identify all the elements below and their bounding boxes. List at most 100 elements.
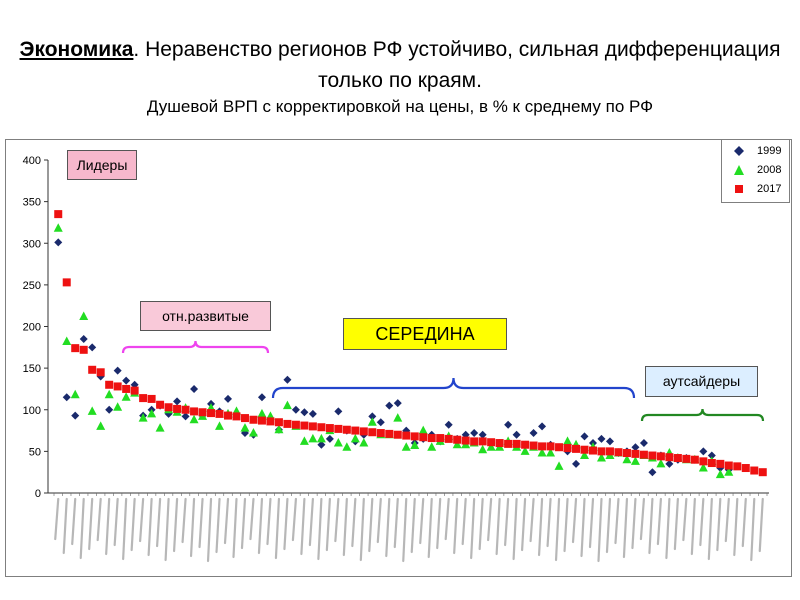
annotation-middle: СЕРЕДИНА (343, 318, 507, 350)
x-category-label (656, 497, 662, 546)
x-category-label (537, 497, 544, 557)
point-2017 (376, 429, 385, 438)
point-2008 (698, 463, 708, 472)
point-2017 (470, 437, 479, 446)
x-category-label (444, 497, 450, 541)
x-category-label (96, 497, 102, 542)
point-2017 (79, 345, 88, 354)
point-2008 (427, 442, 437, 451)
point-2017 (173, 404, 182, 413)
x-category-label (62, 497, 68, 555)
point-2017 (122, 384, 131, 393)
point-1999 (376, 418, 385, 427)
x-category-label (554, 497, 561, 562)
x-category-label (359, 497, 365, 562)
brace-middle (271, 377, 636, 399)
legend-label-2008: 2008 (757, 164, 782, 176)
x-category-label (504, 497, 510, 547)
point-2008 (299, 436, 309, 445)
point-2017 (588, 446, 597, 455)
x-category-label (571, 497, 578, 544)
legend-marker-2017 (735, 185, 743, 193)
legend-item-2017: 2017 (722, 182, 789, 198)
page-subtitle: Душевой ВРП с корректировкой на цены, в … (146, 97, 654, 116)
point-2017 (656, 452, 665, 461)
point-1999 (317, 440, 326, 449)
point-2017 (733, 462, 742, 471)
point-1999 (504, 420, 513, 429)
point-1999 (393, 399, 402, 408)
point-2017 (274, 418, 283, 427)
point-2017 (453, 435, 462, 444)
point-1999 (113, 366, 122, 375)
point-1999 (181, 412, 190, 421)
title-rest: . Неравенство регионов РФ устойчиво, сил… (133, 38, 781, 92)
point-2008 (359, 438, 369, 447)
point-2008 (342, 442, 352, 451)
point-2017 (317, 423, 326, 432)
page-title: Экономика. Неравенство регионов РФ устой… (0, 34, 800, 96)
point-2008 (367, 417, 377, 426)
x-category-label (563, 497, 569, 553)
x-category-label (529, 497, 535, 543)
point-2017 (461, 436, 470, 445)
x-category-label (240, 497, 247, 550)
point-2017 (436, 434, 445, 443)
x-category-label (291, 497, 298, 542)
point-2017 (410, 432, 419, 441)
x-category-label (385, 497, 391, 558)
x-category-label (172, 497, 179, 553)
point-1999 (190, 384, 199, 393)
x-category-label (402, 497, 408, 563)
point-2008 (62, 336, 72, 345)
point-1999 (597, 434, 606, 443)
x-category-label (249, 497, 255, 541)
x-category-label (105, 497, 111, 556)
point-1999 (54, 238, 63, 247)
point-2017 (750, 466, 759, 475)
point-2017 (614, 448, 623, 457)
point-2017 (96, 368, 105, 377)
point-2017 (665, 453, 674, 462)
point-1999 (224, 394, 233, 403)
point-2017 (198, 408, 207, 417)
point-2017 (342, 425, 351, 434)
y-tick-label: 100 (23, 405, 41, 417)
x-category-label (181, 497, 187, 544)
point-2017 (580, 445, 589, 454)
point-2017 (444, 434, 453, 443)
x-category-label (334, 497, 340, 543)
point-2008 (308, 433, 318, 443)
point-1999 (444, 420, 453, 429)
x-category-label (206, 497, 213, 563)
point-2008 (580, 450, 590, 460)
point-2008 (537, 448, 547, 457)
x-category-label (283, 497, 289, 551)
x-category-label (215, 497, 221, 554)
legend-marker-1999 (734, 146, 744, 156)
x-category-label (690, 497, 696, 556)
point-2017 (291, 420, 300, 429)
brace-outsiders (640, 408, 765, 422)
x-category-label (436, 497, 442, 550)
point-2017 (597, 447, 606, 456)
point-2017 (605, 447, 614, 456)
point-2008 (630, 456, 640, 465)
point-2008 (79, 311, 89, 321)
x-category-label (189, 497, 196, 558)
point-2017 (351, 426, 360, 435)
x-category-label (156, 497, 162, 548)
y-tick-label: 150 (23, 363, 41, 375)
point-1999 (71, 411, 80, 420)
x-category-label (274, 497, 281, 560)
y-tick-label: 200 (23, 322, 41, 334)
point-2008 (257, 408, 267, 418)
point-2017 (249, 415, 258, 424)
x-category-label (198, 497, 204, 549)
point-2017 (572, 444, 581, 453)
point-1999 (470, 429, 479, 438)
point-2017 (385, 429, 394, 438)
x-category-label (88, 497, 94, 551)
point-2008 (87, 406, 97, 415)
point-2017 (673, 454, 682, 463)
